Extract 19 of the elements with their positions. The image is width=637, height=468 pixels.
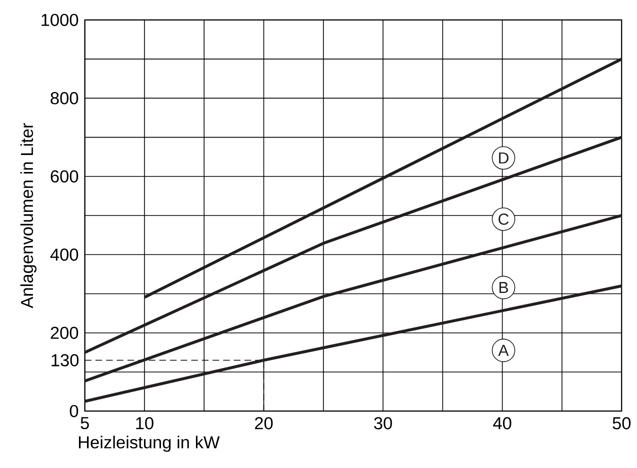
ref-line-label: 130 bbox=[52, 354, 79, 366]
y-tick-label: 600 bbox=[50, 170, 78, 183]
x-axis-title: Heizleistung in kW bbox=[78, 436, 220, 452]
x-tick-label: 20 bbox=[255, 417, 273, 430]
legend-label: C bbox=[498, 214, 509, 225]
y-tick-label: 0 bbox=[70, 404, 78, 418]
x-tick-label: 10 bbox=[136, 417, 154, 430]
legend-label: A bbox=[498, 344, 509, 356]
legend-label: D bbox=[499, 152, 509, 164]
x-tick-label: 30 bbox=[374, 417, 392, 430]
x-tick-label: 50 bbox=[612, 417, 631, 430]
y-axis-title: Anlagenvolumen in Liter bbox=[20, 123, 36, 308]
y-tick-label: 800 bbox=[50, 92, 78, 104]
y-tick-label: 1000 bbox=[42, 14, 78, 26]
y-tick-label: 400 bbox=[50, 248, 78, 261]
legend-label: B bbox=[500, 282, 508, 293]
x-tick-label: 5 bbox=[80, 417, 89, 430]
x-tick-label: 40 bbox=[493, 417, 512, 430]
y-tick-label: 200 bbox=[50, 326, 78, 339]
